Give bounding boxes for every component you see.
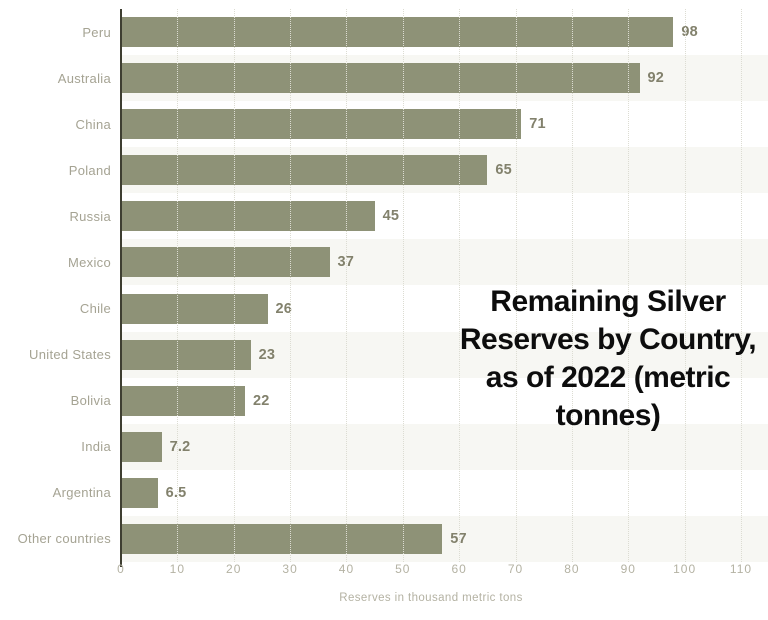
x-tick-label: 100 [673, 562, 697, 576]
bar[interactable] [121, 523, 443, 554]
bar[interactable] [121, 17, 674, 48]
value-label: 57 [450, 530, 467, 547]
bar-track: 57 [121, 515, 768, 562]
bar[interactable] [121, 109, 522, 140]
bar[interactable] [121, 477, 158, 508]
bar-track: 23 [121, 331, 768, 378]
bar-row: Australia 92 [0, 55, 768, 102]
bar[interactable] [121, 293, 268, 324]
value-label: 98 [681, 24, 698, 41]
bar-track: 7.2 [121, 423, 768, 470]
category-label: Argentina [52, 485, 111, 501]
x-tick-label: 40 [338, 562, 355, 576]
category-label: Chile [79, 301, 111, 316]
bar[interactable] [121, 155, 488, 186]
x-tick-label: 90 [620, 562, 636, 576]
y-axis-line [120, 9, 122, 567]
value-label: 65 [495, 162, 512, 179]
category-label: Mexico [68, 254, 111, 270]
bar-row: Chile 26 [0, 285, 768, 331]
value-label: 22 [253, 392, 270, 409]
category-label: India [81, 439, 111, 455]
x-tick-label: 50 [395, 562, 411, 576]
bar-track: 37 [121, 239, 768, 286]
bar[interactable] [121, 63, 640, 94]
chart-title-line: as of 2022 (metric [485, 361, 731, 394]
chart-title: Remaining Silver Reserves by Country, as o… [448, 283, 768, 435]
bar-row: Other countries 57 [0, 515, 768, 562]
category-label: China [75, 116, 111, 132]
bar-track: 98 [121, 9, 768, 55]
bar[interactable] [121, 201, 375, 232]
x-tick-label: 60 [451, 562, 467, 576]
x-tick-label: 20 [226, 562, 242, 576]
category-label: United States [29, 347, 111, 363]
bar-row: Poland 65 [0, 147, 768, 194]
bar-row: Russia 45 [0, 193, 768, 239]
category-label: Bolivia [70, 393, 111, 409]
bar-track: 45 [121, 193, 768, 239]
value-label: 37 [337, 254, 355, 271]
bar-row: India 7.2 [0, 423, 768, 470]
bar-track: 65 [121, 147, 768, 194]
bar-row: Mexico 37 [0, 239, 768, 286]
value-label: 71 [529, 116, 546, 133]
bar[interactable] [121, 385, 245, 416]
chart-title-line: tonnes) [555, 399, 661, 432]
category-label: Peru [82, 24, 111, 40]
x-tick-label: 10 [169, 562, 186, 576]
bar-row: Bolivia 22 [0, 378, 768, 424]
value-label: 92 [647, 70, 665, 87]
bar-row: Peru 98 [0, 9, 768, 55]
bar[interactable] [121, 431, 162, 462]
x-tick-label: 80 [564, 562, 580, 576]
value-label: 23 [258, 346, 276, 363]
x-axis-ticks: 0 10 20 30 40 50 60 70 80 90 100 110 [0, 562, 768, 580]
value-label: 45 [382, 208, 400, 225]
bar[interactable] [121, 247, 330, 278]
category-label: Australia [57, 70, 111, 86]
bar-track: 22 [121, 378, 768, 424]
value-label: 7.2 [169, 438, 191, 455]
bar[interactable] [121, 339, 251, 370]
bar-track: 26 [121, 285, 768, 331]
bar-track: 92 [121, 55, 768, 102]
x-tick-label: 30 [282, 562, 298, 576]
category-label: Russia [69, 208, 111, 224]
category-label: Poland [68, 162, 111, 178]
x-tick-label: 110 [729, 562, 753, 576]
category-label: Other countries [17, 531, 111, 547]
x-axis-title: Reserves in thousand metric tons [339, 592, 523, 604]
x-tick-label: 70 [507, 562, 524, 576]
value-label: 6.5 [165, 484, 187, 501]
bar-track: 71 [121, 101, 768, 147]
chart-title-line: Remaining Silver [490, 285, 726, 318]
bar-rows: Peru 98 Australia 92 China 71 Poland 65 Russia 45… [0, 9, 768, 562]
bar-row: United States 23 [0, 331, 768, 378]
bar-row: China 71 [0, 101, 768, 147]
bar-track: 6.5 [121, 470, 768, 516]
chart-title-line: Reserves by Country, [459, 323, 757, 356]
bar-row: Argentina 6.5 [0, 470, 768, 516]
value-label: 26 [275, 300, 293, 317]
